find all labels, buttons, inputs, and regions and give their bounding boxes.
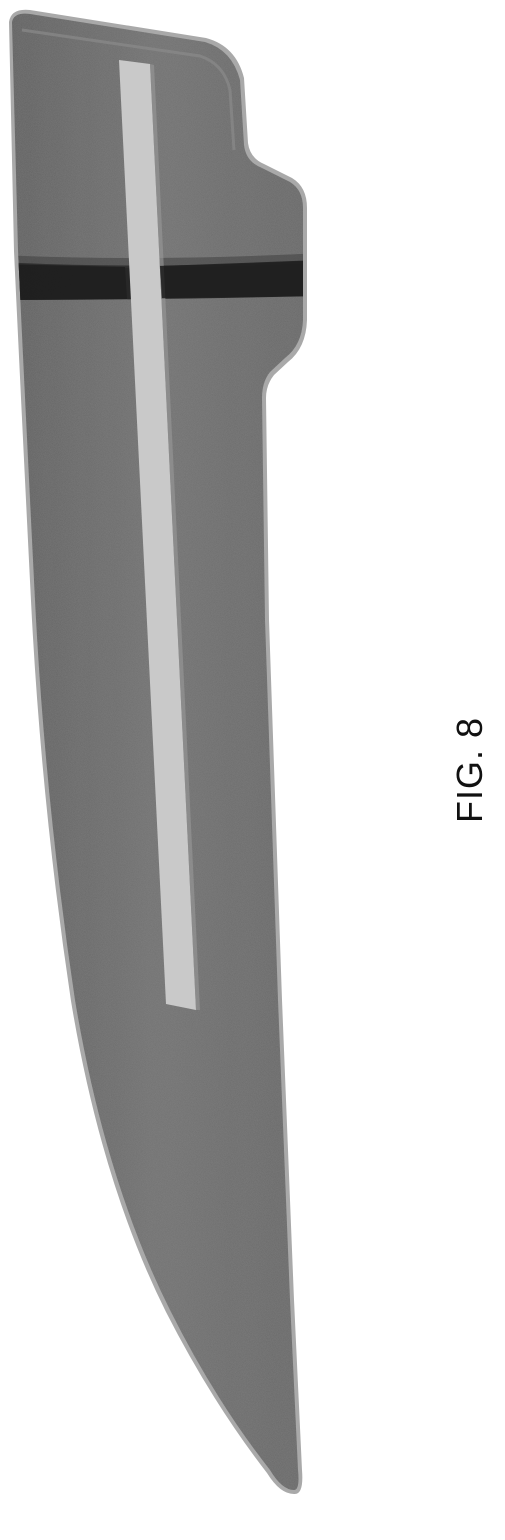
blade-icon <box>0 10 320 1494</box>
figure-caption: FIG. 8 <box>449 717 491 823</box>
band-right-of-stripe <box>160 260 320 298</box>
